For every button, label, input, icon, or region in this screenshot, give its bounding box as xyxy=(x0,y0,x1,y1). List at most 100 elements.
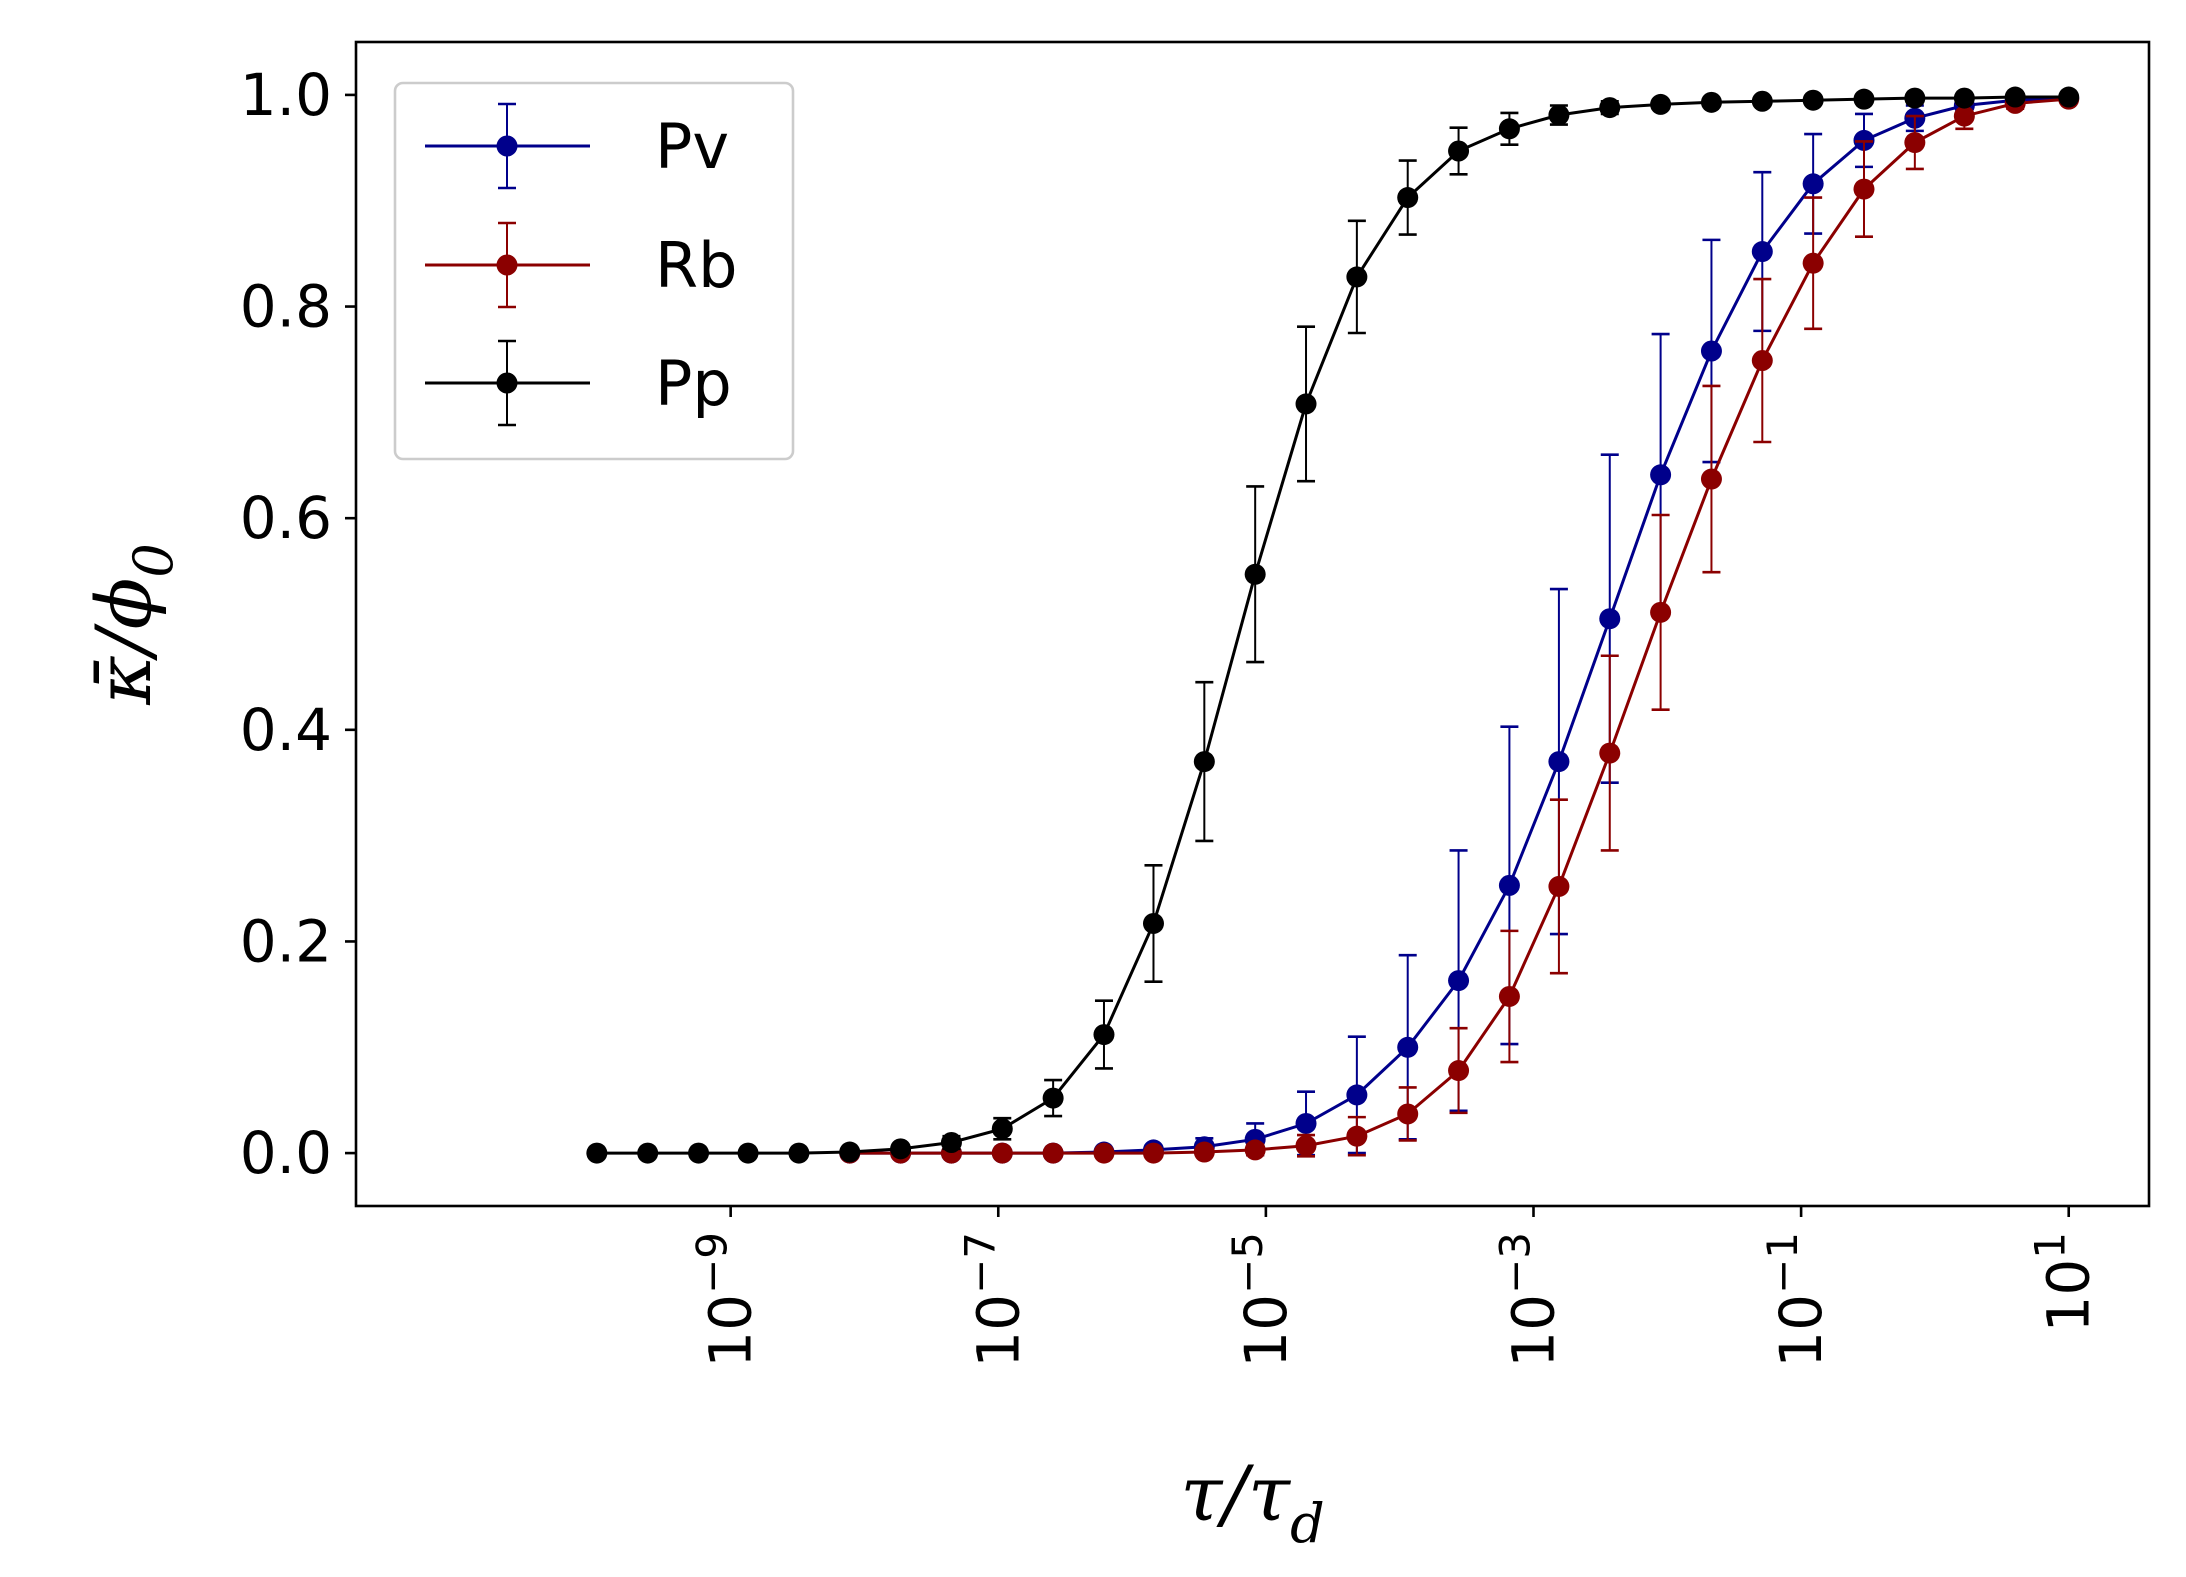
legend-entry-pv: Pv xyxy=(425,102,729,190)
data-point xyxy=(1904,87,1926,109)
legend-marker xyxy=(496,135,518,157)
x-tick-label-base: 10 xyxy=(964,1294,1032,1368)
axes-frame xyxy=(354,40,2151,1208)
data-point xyxy=(991,1118,1013,1140)
legend-box xyxy=(393,81,795,461)
data-point xyxy=(1700,340,1722,362)
data-point xyxy=(1650,601,1672,623)
x-axis-label-main: τ/τ xyxy=(1180,1449,1292,1538)
legend-marker xyxy=(496,372,518,394)
x-tick-label: 10−9 xyxy=(688,1232,765,1368)
data-point xyxy=(1142,1142,1164,1164)
data-point xyxy=(737,1142,759,1164)
axes: 0.00.20.40.60.81.010−910−710−510−310−1 10… xyxy=(79,40,2151,1555)
x-tick-label: 101 xyxy=(2026,1232,2103,1333)
data-point xyxy=(1953,87,1975,109)
legend-entry-pp: Pp xyxy=(425,339,732,427)
data-point xyxy=(1751,241,1773,263)
data-point xyxy=(1650,93,1672,115)
data-point xyxy=(1397,1036,1419,1058)
x-tick-label-exponent: 1 xyxy=(2026,1232,2075,1259)
x-tick-label-base: 10 xyxy=(1499,1294,1567,1368)
data-point xyxy=(1042,1087,1064,1109)
data-point xyxy=(1751,90,1773,112)
y-axis-label: κ̄/ϕ0 xyxy=(79,543,185,706)
y-tick-label: 0.4 xyxy=(240,696,332,764)
data-point xyxy=(1498,985,1520,1007)
x-tick-label-exponent: −7 xyxy=(955,1232,1004,1294)
data-point xyxy=(1346,1125,1368,1147)
data-point xyxy=(1397,187,1419,209)
data-point xyxy=(1397,1103,1419,1125)
data-point xyxy=(1498,118,1520,140)
data-point xyxy=(940,1132,962,1154)
data-point xyxy=(1700,91,1722,113)
data-point xyxy=(1599,742,1621,764)
legend-label: Rb xyxy=(655,229,737,302)
legend-label: Pv xyxy=(655,110,729,183)
data-point xyxy=(1295,1112,1317,1134)
x-tick-label: 10−7 xyxy=(955,1232,1032,1368)
legend-label: Pp xyxy=(655,347,732,420)
series-pp xyxy=(586,86,2080,1164)
data-point xyxy=(1448,140,1470,162)
data-point xyxy=(1650,464,1672,486)
x-tick-label-exponent: −3 xyxy=(1490,1232,1539,1294)
y-axis-label-subscript: 0 xyxy=(122,543,185,577)
data-point xyxy=(1802,252,1824,274)
data-point xyxy=(1093,1024,1115,1046)
data-point xyxy=(1244,563,1266,585)
series-rb xyxy=(839,88,2080,1164)
data-point xyxy=(586,1142,608,1164)
y-axis-label-main: κ̄/ϕ xyxy=(79,578,168,706)
data-point xyxy=(1093,1142,1115,1164)
y-tick-label: 0.8 xyxy=(240,273,332,341)
data-point xyxy=(2004,86,2026,108)
data-point xyxy=(1953,105,1975,127)
y-tick-label: 0.0 xyxy=(240,1119,332,1187)
data-point xyxy=(1193,751,1215,773)
x-tick-label: 10−1 xyxy=(1758,1232,1835,1368)
x-tick-label-base: 10 xyxy=(697,1294,765,1368)
data-point xyxy=(688,1142,710,1164)
x-tick-label: 10−3 xyxy=(1490,1232,1567,1368)
data-point xyxy=(1599,97,1621,119)
legend: Pv Rb Pp xyxy=(393,81,795,461)
x-tick-label-base: 10 xyxy=(1767,1294,1835,1368)
data-point xyxy=(1346,266,1368,288)
data-point xyxy=(991,1142,1013,1164)
x-axis-label-subscript: d xyxy=(1290,1492,1325,1555)
x-tick-label-exponent: −5 xyxy=(1223,1232,1272,1294)
data-point xyxy=(1295,393,1317,415)
data-point xyxy=(1193,1141,1215,1163)
data-point xyxy=(839,1141,861,1163)
data-point xyxy=(1548,104,1570,126)
data-point xyxy=(1042,1142,1064,1164)
data-point xyxy=(788,1142,810,1164)
x-tick-label: 10−5 xyxy=(1223,1232,1300,1368)
x-tick-label-base: 10 xyxy=(2035,1259,2103,1333)
y-tick-label: 0.2 xyxy=(240,907,332,975)
legend-marker xyxy=(496,254,518,276)
plot-area xyxy=(586,86,2080,1164)
data-point xyxy=(1700,468,1722,490)
x-tick-label-base: 10 xyxy=(1232,1294,1300,1368)
data-point xyxy=(1853,88,1875,110)
data-point xyxy=(1751,350,1773,372)
data-point xyxy=(637,1142,659,1164)
legend-entry-rb: Rb xyxy=(425,221,737,309)
data-point xyxy=(1295,1135,1317,1157)
data-point xyxy=(2058,86,2080,108)
x-tick-label-exponent: −9 xyxy=(688,1232,737,1294)
data-point xyxy=(1853,178,1875,200)
data-point xyxy=(1244,1139,1266,1161)
data-point xyxy=(890,1138,912,1160)
data-point xyxy=(1448,1060,1470,1082)
data-point xyxy=(1599,608,1621,630)
data-point xyxy=(1548,875,1570,897)
data-point xyxy=(1802,173,1824,195)
x-tick-label-exponent: −1 xyxy=(1758,1232,1807,1294)
data-point xyxy=(1142,912,1164,934)
y-tick-label: 1.0 xyxy=(240,61,332,129)
